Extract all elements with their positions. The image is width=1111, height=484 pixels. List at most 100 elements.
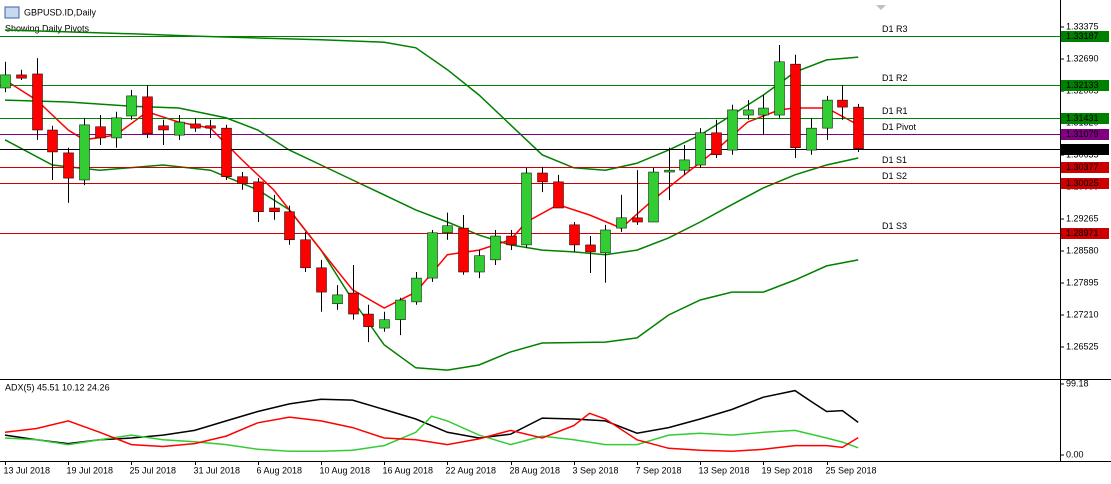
x-tick-label: 22 Aug 2018: [446, 465, 497, 475]
indicator-line: [4, 29, 859, 171]
candle-body: [158, 125, 169, 131]
candle-body: [490, 235, 501, 261]
y-tick-label: 1.27210: [1066, 309, 1099, 319]
candle-body: [16, 74, 27, 79]
chart-subtitle: Showing Daily Pivots: [5, 23, 90, 33]
candle-body: [0, 74, 11, 89]
candle-body: [221, 127, 232, 177]
price-label-box: [1061, 80, 1109, 91]
price-label: 1.28971: [1066, 228, 1099, 238]
price-label-box: [1061, 228, 1109, 239]
candle-body: [332, 294, 343, 305]
candle-body: [47, 129, 58, 153]
candle-body: [569, 224, 580, 246]
candle-body: [427, 232, 438, 279]
y-tick-label: 0.00: [1066, 449, 1084, 459]
candle-body: [32, 73, 43, 131]
price-label: 1.31431: [1066, 113, 1099, 123]
shift-marker: [876, 5, 886, 10]
chart-title: GBPUSD.ID,Daily: [24, 7, 97, 17]
x-tick-label: 7 Sep 2018: [636, 465, 682, 475]
x-tick-label: 25 Sep 2018: [826, 465, 877, 475]
candle-body: [474, 255, 485, 273]
candle-body: [790, 63, 801, 149]
price-label-box: [1061, 31, 1109, 42]
candle-body: [727, 109, 738, 151]
candle-body: [458, 227, 469, 273]
x-tick-label: 28 Aug 2018: [510, 465, 561, 475]
candle-body: [695, 132, 706, 166]
candle-body: [253, 181, 264, 212]
candle-body: [363, 313, 374, 327]
indicator-line: [4, 139, 859, 371]
y-tick-label: 1.32690: [1066, 53, 1099, 63]
y-tick-label: 1.28580: [1066, 245, 1099, 255]
pivot-label: D1 R1: [882, 106, 908, 116]
candle-body: [758, 107, 769, 116]
y-tick-label: 1.27895: [1066, 277, 1099, 287]
candle-body: [585, 244, 596, 253]
candle-body: [237, 176, 248, 184]
candle-body: [553, 181, 564, 209]
price-label-box: [1061, 144, 1109, 155]
pivot-label: D1 S2: [882, 171, 907, 181]
candle-body: [126, 95, 137, 117]
candle-body: [806, 127, 817, 151]
candle-body: [79, 124, 90, 181]
y-tick-label: 1.26525: [1066, 341, 1099, 351]
chart-icon: [4, 6, 20, 19]
price-label-box: [1061, 129, 1109, 140]
price-label: 1.33187: [1066, 31, 1099, 41]
candle-body: [316, 267, 327, 293]
x-tick-label: 19 Jul 2018: [67, 465, 114, 475]
pivot-label: D1 R3: [882, 24, 908, 34]
price-label-box: [1061, 178, 1109, 189]
adx-line: [4, 412, 859, 452]
price-label: 1.32133: [1066, 80, 1099, 90]
candle-body: [205, 125, 216, 129]
y-tick-label: 99.18: [1066, 378, 1089, 388]
y-tick-label: 1.33375: [1066, 21, 1099, 31]
candle-body: [269, 207, 280, 212]
price-label: 1.30025: [1066, 178, 1099, 188]
candle-body: [284, 211, 295, 241]
candle-body: [174, 121, 185, 136]
candle-body: [442, 225, 453, 234]
candle-body: [616, 217, 627, 229]
candle-body: [600, 229, 611, 254]
candle-body: [379, 319, 390, 329]
price-label-box: [1061, 162, 1109, 173]
x-tick-label: 13 Jul 2018: [4, 465, 51, 475]
price-label: 1.31079: [1066, 129, 1099, 139]
indicator-line: [4, 99, 859, 256]
candle-body: [111, 117, 122, 139]
candle-body: [521, 172, 532, 246]
candle-body: [63, 152, 74, 179]
pivot-label: D1 Pivot: [882, 122, 917, 132]
x-tick-label: 31 Jul 2018: [194, 465, 241, 475]
candle-body: [664, 169, 675, 173]
x-tick-label: 10 Aug 2018: [320, 465, 371, 475]
pivot-label: D1 R2: [882, 73, 908, 83]
candle-body: [679, 159, 690, 171]
x-tick-label: 19 Sep 2018: [762, 465, 813, 475]
x-tick-label: 6 Aug 2018: [257, 465, 303, 475]
y-tick-label: 1.29265: [1066, 213, 1099, 223]
candle-body: [348, 292, 359, 315]
candle-body: [411, 277, 422, 303]
adx-title: ADX(5) 45.51 10.12 24.26: [5, 382, 110, 392]
price-label: 1.30766: [1066, 144, 1099, 154]
candle-body: [300, 239, 311, 269]
adx-line: [4, 389, 859, 445]
candle-body: [632, 217, 643, 223]
candle-body: [142, 96, 153, 134]
candle-body: [774, 61, 785, 116]
x-tick-label: 16 Aug 2018: [383, 465, 434, 475]
adx-line: [4, 415, 859, 452]
x-tick-label: 3 Sep 2018: [573, 465, 619, 475]
price-label: 1.30377: [1066, 162, 1099, 172]
candle-body: [537, 172, 548, 183]
